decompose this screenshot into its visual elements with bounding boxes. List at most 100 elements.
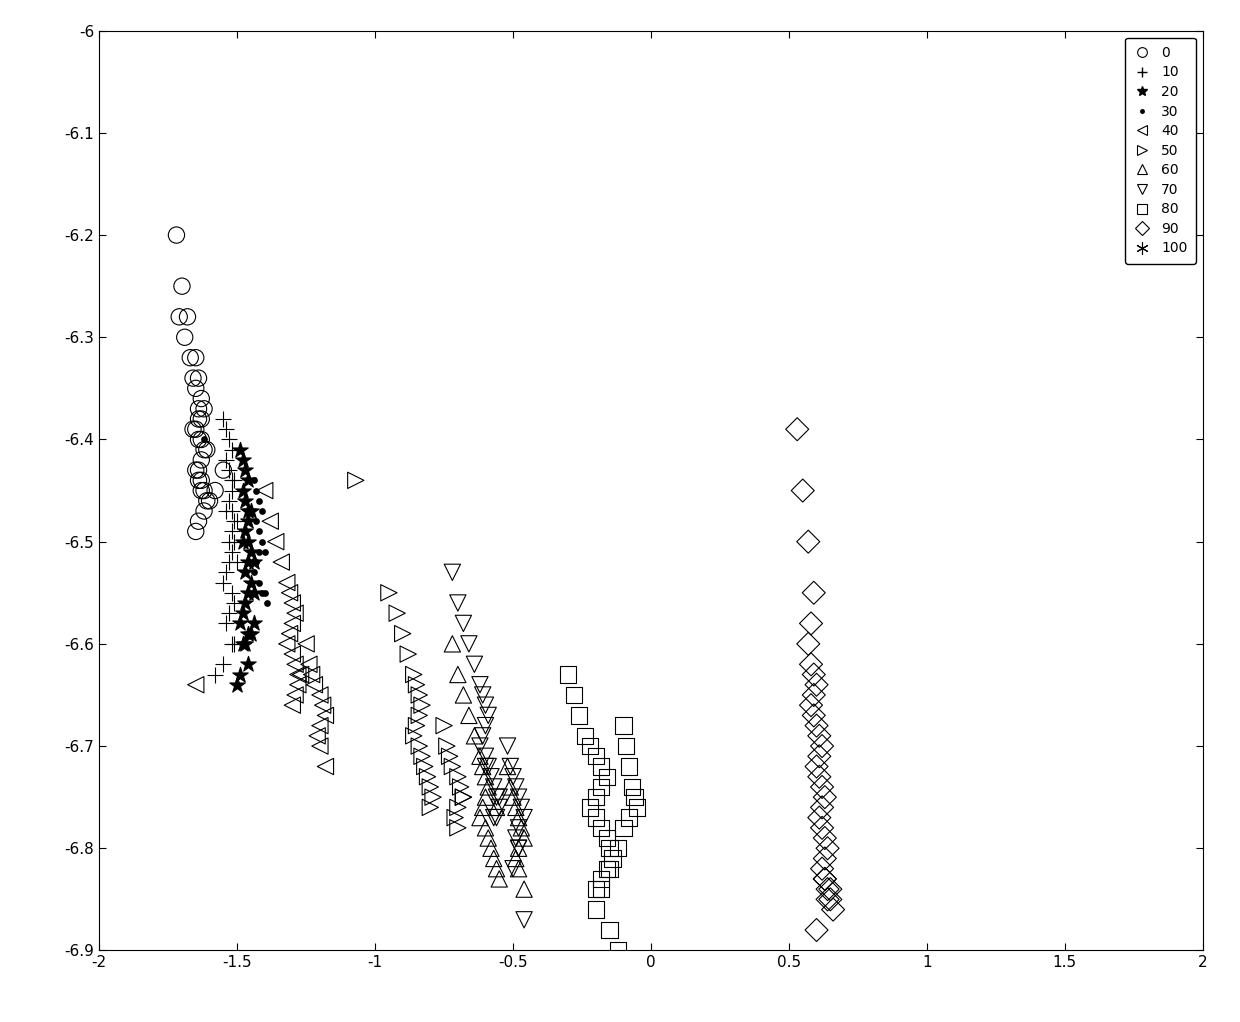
Point [1078,370,1097,386]
Point [236,493,255,509]
Point [486,799,506,816]
Point [515,881,534,897]
Point [591,881,611,897]
Point [188,401,208,417]
Point [503,769,523,785]
Point [1087,482,1107,499]
Point [1055,431,1075,448]
Point [415,758,435,775]
Point [288,677,308,693]
Point [508,820,528,836]
Point [180,350,200,366]
Point [238,625,258,642]
Point [508,840,528,856]
Point [216,452,236,468]
Point [823,901,843,918]
Point [252,533,272,550]
Point [186,462,206,478]
Point [508,861,528,877]
Point [804,707,823,724]
Point [511,799,531,816]
Point [247,554,267,570]
Point [591,779,611,795]
Point [244,585,264,601]
Point [191,482,211,499]
Point [815,830,835,846]
Point [379,585,399,601]
Point [501,758,521,775]
Point [450,779,470,795]
Point [1083,370,1102,386]
Point [506,850,526,867]
Point [815,850,835,867]
Point [1060,288,1080,305]
Point [255,585,275,601]
Point [249,574,269,591]
Point [184,421,203,437]
Point [222,482,242,499]
Point [175,329,195,345]
Point [440,748,460,764]
Point [479,758,498,775]
Point [476,758,496,775]
Point [479,779,498,795]
Point [587,881,606,897]
Point [285,656,305,672]
Point [393,625,413,642]
Point [238,585,258,601]
Point [205,666,224,683]
Point [476,789,496,805]
Point [1071,390,1091,407]
Point [205,482,224,499]
Point [195,442,215,458]
Point [265,533,285,550]
Point [222,523,242,540]
Legend: 0, 10, 20, 30, 40, 50, 60, 70, 80, 90, 100: 0, 10, 20, 30, 40, 50, 60, 70, 80, 90, 1… [1125,38,1195,264]
Point [804,585,823,601]
Point [484,850,503,867]
Point [558,666,578,683]
Point [283,697,303,713]
Point [465,656,485,672]
Point [283,615,303,632]
Point [409,707,429,724]
Point [1049,206,1069,223]
Point [470,748,490,764]
Point [806,677,826,693]
Point [216,503,236,519]
Point [195,431,215,448]
Point [497,758,517,775]
Point [219,554,239,570]
Point [244,554,264,570]
Point [213,656,233,672]
Point [191,431,211,448]
Point [166,227,186,243]
Point [454,789,474,805]
Point [448,820,467,836]
Point [817,840,837,856]
Point [806,758,826,775]
Point [1071,452,1091,468]
Point [407,677,427,693]
Point [1055,309,1075,325]
Point [508,789,528,805]
Point [219,493,239,509]
Point [472,728,492,744]
Point [1060,411,1080,427]
Point [1083,329,1102,345]
Point [448,769,467,785]
Point [224,595,244,611]
Point [596,861,616,877]
Point [233,482,253,499]
Point [476,697,496,713]
Point [188,431,208,448]
Point [815,789,835,805]
Point [186,421,206,437]
Point [619,809,639,826]
Point [213,462,233,478]
Point [404,666,424,683]
Point [616,738,636,754]
Point [436,738,456,754]
Point [238,513,258,529]
Point [308,728,327,744]
